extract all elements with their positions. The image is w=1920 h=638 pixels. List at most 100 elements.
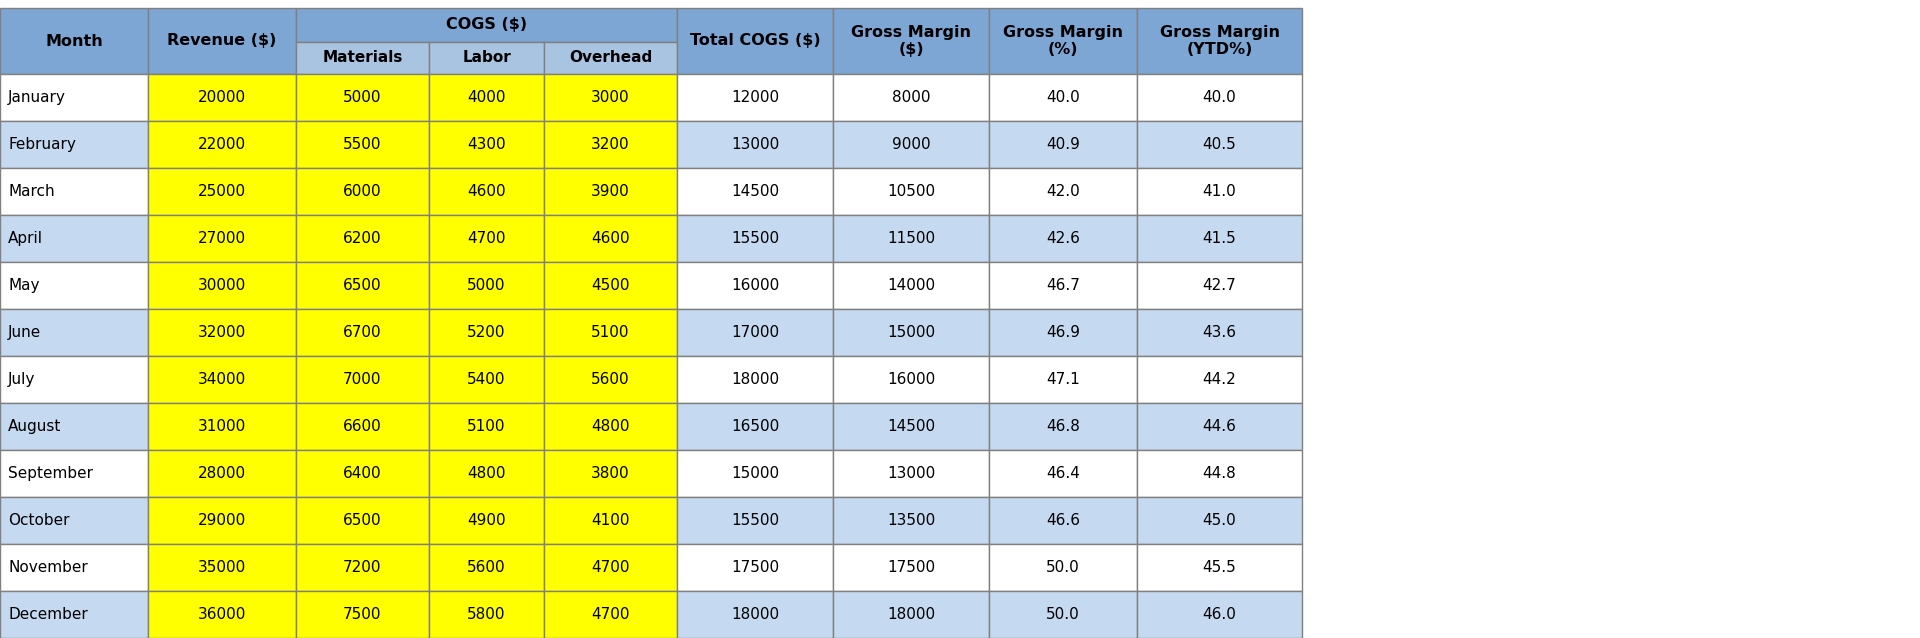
Text: 41.0: 41.0 xyxy=(1202,184,1236,199)
Bar xyxy=(0,121,148,168)
Text: 5400: 5400 xyxy=(467,372,505,387)
Text: 6700: 6700 xyxy=(344,325,382,340)
Bar xyxy=(833,215,989,262)
Text: 40.0: 40.0 xyxy=(1202,90,1236,105)
Text: 3000: 3000 xyxy=(591,90,630,105)
Bar xyxy=(1137,74,1302,121)
Bar xyxy=(296,450,428,497)
Text: 42.0: 42.0 xyxy=(1046,184,1079,199)
Text: 15500: 15500 xyxy=(732,231,780,246)
Text: February: February xyxy=(8,137,77,152)
Bar xyxy=(989,168,1137,215)
Bar xyxy=(833,168,989,215)
Text: Gross Margin
($): Gross Margin ($) xyxy=(851,25,972,57)
Bar xyxy=(678,309,833,356)
Text: 8000: 8000 xyxy=(891,90,931,105)
Text: 43.6: 43.6 xyxy=(1202,325,1236,340)
Bar xyxy=(296,262,428,309)
Text: 5100: 5100 xyxy=(467,419,505,434)
Text: Gross Margin
(%): Gross Margin (%) xyxy=(1002,25,1123,57)
Text: Labor: Labor xyxy=(463,50,511,66)
Text: April: April xyxy=(8,231,42,246)
Text: 47.1: 47.1 xyxy=(1046,372,1079,387)
Bar xyxy=(989,121,1137,168)
Bar xyxy=(0,74,148,121)
Text: 9000: 9000 xyxy=(891,137,931,152)
Bar xyxy=(833,403,989,450)
Bar xyxy=(1137,121,1302,168)
Text: 40.5: 40.5 xyxy=(1202,137,1236,152)
Bar xyxy=(1137,262,1302,309)
Text: 4800: 4800 xyxy=(591,419,630,434)
Text: 4700: 4700 xyxy=(591,607,630,622)
Text: 29000: 29000 xyxy=(198,513,246,528)
Bar xyxy=(543,74,678,121)
Text: November: November xyxy=(8,560,88,575)
Bar xyxy=(428,544,543,591)
Text: 18000: 18000 xyxy=(887,607,935,622)
Text: 44.2: 44.2 xyxy=(1202,372,1236,387)
Text: 35000: 35000 xyxy=(198,560,246,575)
Bar xyxy=(148,450,296,497)
Text: 10500: 10500 xyxy=(887,184,935,199)
Bar xyxy=(428,450,543,497)
Text: Overhead: Overhead xyxy=(568,50,653,66)
Text: Gross Margin
(YTD%): Gross Margin (YTD%) xyxy=(1160,25,1279,57)
Text: 3800: 3800 xyxy=(591,466,630,481)
Text: July: July xyxy=(8,372,35,387)
Text: 20000: 20000 xyxy=(198,90,246,105)
Bar xyxy=(296,497,428,544)
Text: 44.6: 44.6 xyxy=(1202,419,1236,434)
Bar xyxy=(0,168,148,215)
Text: 15000: 15000 xyxy=(732,466,780,481)
Bar xyxy=(0,450,148,497)
Bar xyxy=(833,356,989,403)
Text: 40.0: 40.0 xyxy=(1046,90,1079,105)
Bar xyxy=(428,215,543,262)
Bar xyxy=(428,497,543,544)
Text: 40.9: 40.9 xyxy=(1046,137,1079,152)
Bar xyxy=(543,544,678,591)
Bar xyxy=(543,450,678,497)
Bar xyxy=(543,42,678,74)
Text: 5200: 5200 xyxy=(467,325,505,340)
Text: 13000: 13000 xyxy=(887,466,935,481)
Bar xyxy=(0,544,148,591)
Bar xyxy=(148,309,296,356)
Bar xyxy=(678,168,833,215)
Text: 14000: 14000 xyxy=(887,278,935,293)
Bar xyxy=(0,403,148,450)
Text: 5000: 5000 xyxy=(467,278,505,293)
Bar xyxy=(296,544,428,591)
Bar xyxy=(0,309,148,356)
Bar xyxy=(678,591,833,638)
Bar xyxy=(1137,215,1302,262)
Text: 31000: 31000 xyxy=(198,419,246,434)
Text: 4100: 4100 xyxy=(591,513,630,528)
Text: 36000: 36000 xyxy=(198,607,246,622)
Text: 5600: 5600 xyxy=(591,372,630,387)
Text: 50.0: 50.0 xyxy=(1046,560,1079,575)
Text: 5500: 5500 xyxy=(344,137,382,152)
Text: 14500: 14500 xyxy=(887,419,935,434)
Text: 22000: 22000 xyxy=(198,137,246,152)
Text: 46.9: 46.9 xyxy=(1046,325,1079,340)
Bar xyxy=(989,262,1137,309)
Text: 4700: 4700 xyxy=(467,231,505,246)
Bar xyxy=(296,168,428,215)
Text: 4900: 4900 xyxy=(467,513,505,528)
Text: January: January xyxy=(8,90,65,105)
Text: 16000: 16000 xyxy=(887,372,935,387)
Text: 11500: 11500 xyxy=(887,231,935,246)
Bar xyxy=(0,262,148,309)
Text: 46.4: 46.4 xyxy=(1046,466,1079,481)
Text: 30000: 30000 xyxy=(198,278,246,293)
Bar xyxy=(0,497,148,544)
Text: 46.0: 46.0 xyxy=(1202,607,1236,622)
Bar xyxy=(833,8,989,74)
Text: 17000: 17000 xyxy=(732,325,780,340)
Text: 14500: 14500 xyxy=(732,184,780,199)
Text: 13500: 13500 xyxy=(887,513,935,528)
Bar xyxy=(148,8,296,74)
Bar xyxy=(148,497,296,544)
